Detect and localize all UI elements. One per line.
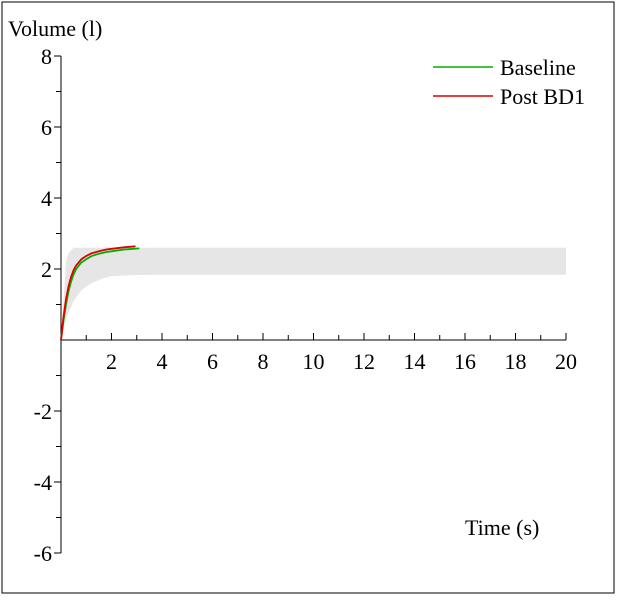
x-tick-label: 12 <box>353 349 375 374</box>
y-tick-label: 4 <box>41 186 52 211</box>
predicted-band-layer <box>61 247 566 340</box>
series-line-1 <box>60 245 136 341</box>
y-axis-label: Volume (l) <box>8 16 102 41</box>
x-axis-label: Time (s) <box>465 515 539 540</box>
y-tick-label: -6 <box>34 541 52 566</box>
legend: Baseline Post BD1 <box>433 55 585 109</box>
series-line-0 <box>60 247 140 341</box>
y-tick-label: 6 <box>41 115 52 140</box>
x-tick-label: 20 <box>555 349 577 374</box>
x-tick-label: 18 <box>505 349 527 374</box>
y-tick-label: 8 <box>41 44 52 69</box>
x-tick-label: 2 <box>106 349 117 374</box>
y-tick-label: 2 <box>41 257 52 282</box>
x-tick-label: 6 <box>207 349 218 374</box>
x-tick-label: 16 <box>454 349 476 374</box>
y-tick-label: -4 <box>34 470 52 495</box>
axes-layer: 2 4 6 8 10 12 14 16 18 20 -6 -4 -2 2 4 6 8 <box>34 44 577 566</box>
legend-label-baseline: Baseline <box>500 55 576 80</box>
legend-label-post-bd1: Post BD1 <box>500 84 585 109</box>
x-tick-label: 10 <box>303 349 325 374</box>
x-tick-label: 14 <box>404 349 426 374</box>
y-tick-label: -2 <box>34 399 52 424</box>
x-tick-label: 8 <box>258 349 269 374</box>
predicted-normal-band <box>61 247 566 340</box>
series-layer <box>60 245 140 341</box>
x-tick-label: 4 <box>157 349 168 374</box>
